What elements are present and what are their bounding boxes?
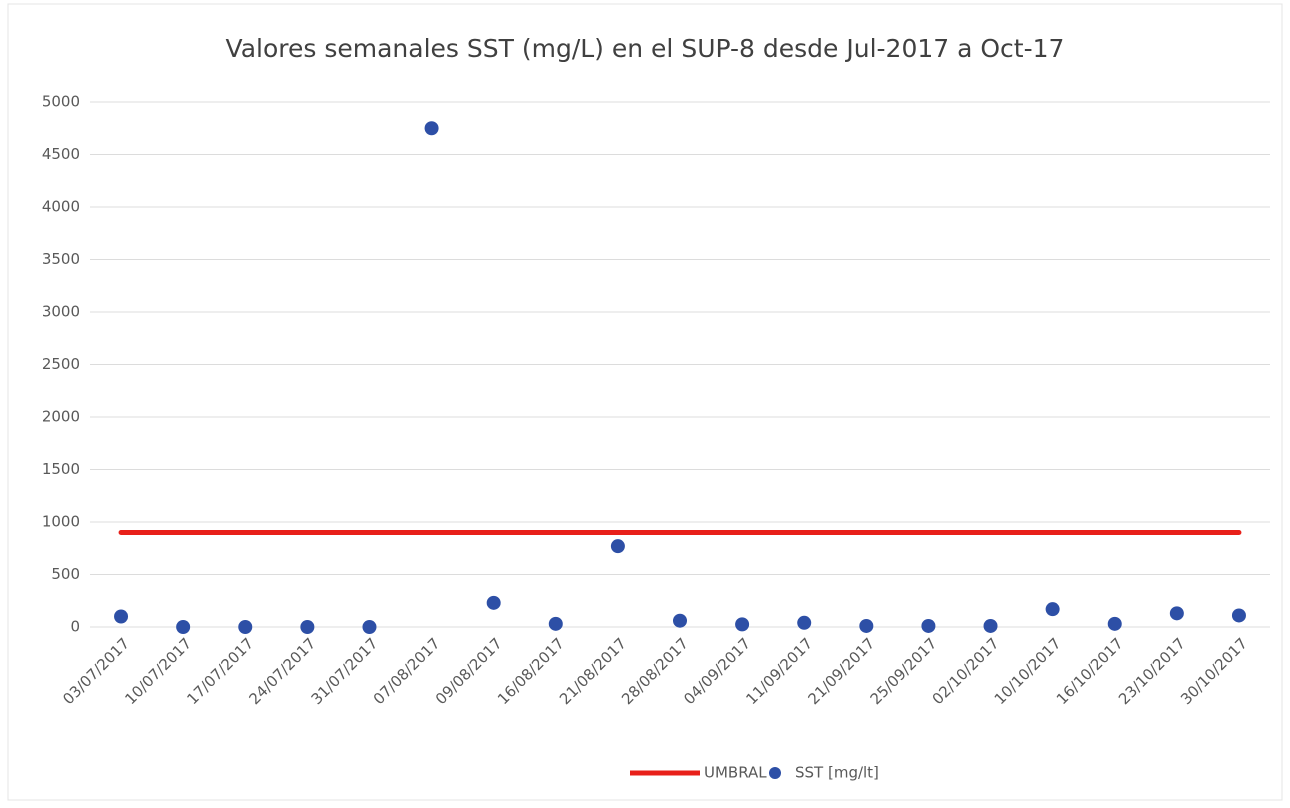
data-point [1169, 606, 1184, 621]
y-tick-label: 4000 [42, 198, 80, 216]
data-point [486, 595, 501, 610]
data-point [1231, 608, 1246, 623]
y-tick-label: 3500 [42, 250, 80, 268]
legend-label: UMBRAL [704, 764, 767, 782]
y-tick-label: 5000 [42, 93, 80, 111]
legend-label: SST [mg/lt] [795, 764, 879, 782]
data-point [673, 613, 687, 628]
data-point [797, 615, 812, 630]
y-tick-label: 1000 [42, 513, 80, 531]
data-point [238, 620, 253, 634]
data-point [610, 539, 625, 554]
chart-border [7, 3, 1283, 801]
data-point [548, 616, 563, 631]
data-point [176, 620, 191, 634]
y-tick-label: 4500 [42, 145, 80, 163]
y-tick-label: 2500 [42, 355, 80, 373]
y-tick-label: 0 [70, 618, 80, 636]
data-point [114, 609, 129, 624]
data-point [859, 618, 874, 633]
x-tick-label: 30/10/2017 [1177, 634, 1251, 708]
y-tick-label: 2000 [42, 408, 80, 426]
y-tick-label: 1500 [42, 460, 80, 478]
data-point [424, 121, 439, 136]
data-point [735, 617, 750, 632]
legend-swatch [769, 767, 781, 779]
data-point [1045, 602, 1060, 617]
data-point [1107, 616, 1122, 631]
y-tick-label: 500 [51, 565, 80, 583]
data-point [921, 618, 936, 633]
data-point [300, 620, 315, 634]
data-point [983, 618, 998, 633]
chart-title: Valores semanales SST (mg/L) en el SUP-8… [226, 34, 1065, 63]
y-tick-label: 3000 [42, 303, 80, 321]
data-point [362, 620, 377, 634]
